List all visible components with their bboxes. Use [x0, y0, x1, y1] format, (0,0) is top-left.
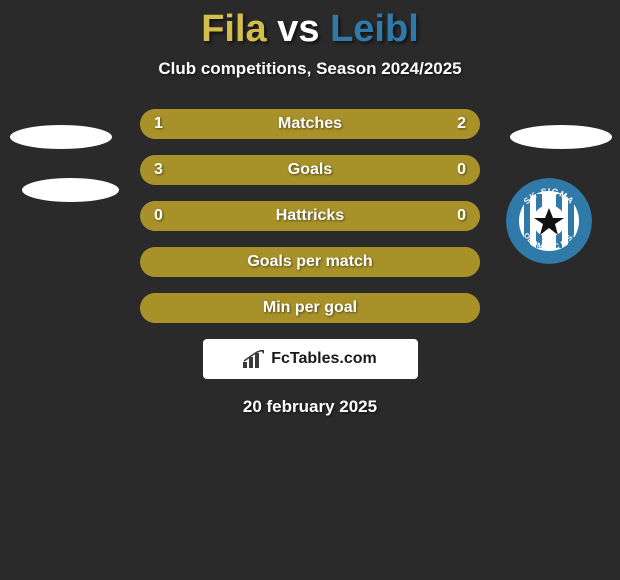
placeholder-ellipse	[22, 178, 119, 202]
title-p2: Leibl	[330, 8, 419, 50]
title-vs: vs	[267, 8, 330, 50]
stat-row-goals-per-match: Goals per match	[140, 247, 480, 277]
stat-label: Goals per match	[140, 247, 480, 277]
stat-label: Min per goal	[140, 293, 480, 323]
footer-branding[interactable]: FcTables.com	[203, 339, 418, 379]
stat-row-hattricks: 00Hattricks	[140, 201, 480, 231]
title-p1: Fila	[201, 8, 266, 50]
stat-label: Goals	[140, 155, 480, 185]
stat-row-matches: 12Matches	[140, 109, 480, 139]
date-label: 20 february 2025	[0, 397, 620, 417]
footer-text: FcTables.com	[271, 350, 377, 368]
page-title: Fila vs Leibl	[0, 0, 620, 51]
stat-label: Matches	[140, 109, 480, 139]
placeholder-ellipse	[510, 125, 612, 149]
stat-row-goals: 30Goals	[140, 155, 480, 185]
stat-row-min-per-goal: Min per goal	[140, 293, 480, 323]
club-badge-sigma-olomouc: SK SIGMA OLOMOUC B.S.	[506, 178, 592, 264]
subtitle: Club competitions, Season 2024/2025	[0, 59, 620, 79]
stat-label: Hattricks	[140, 201, 480, 231]
bars-icon	[243, 350, 265, 368]
placeholder-ellipse	[10, 125, 112, 149]
